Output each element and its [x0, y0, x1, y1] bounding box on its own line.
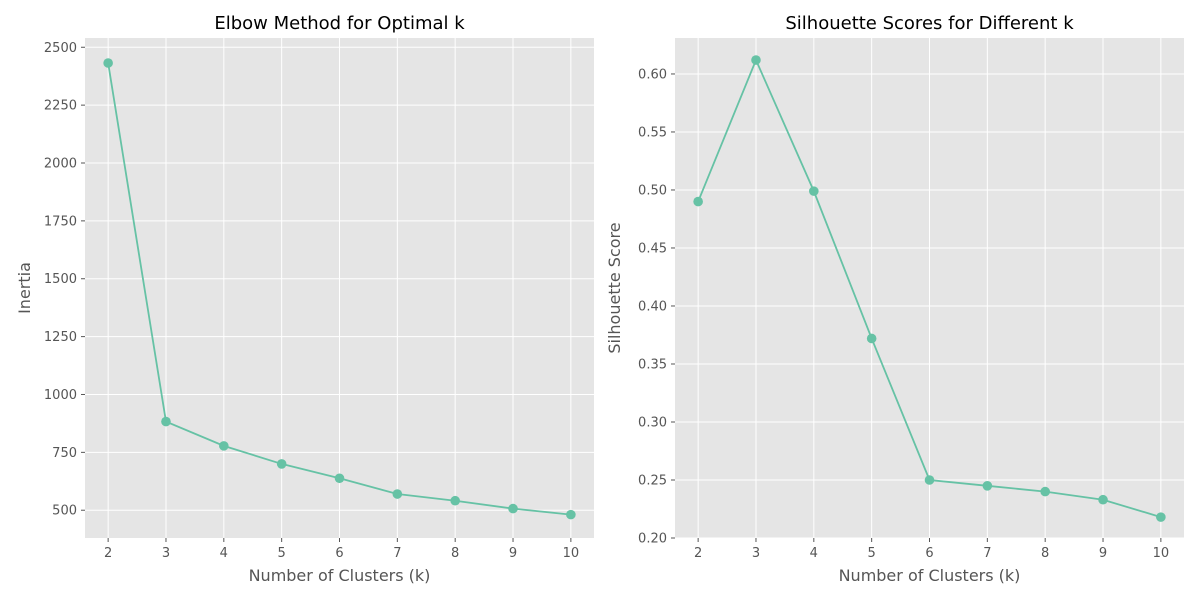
elbow-y-tick-label: 500: [52, 504, 77, 519]
silhouette-y-tick-label: 0.25: [638, 473, 667, 488]
elbow-data-point: [103, 58, 113, 68]
silhouette-y-tick-label: 0.30: [638, 415, 667, 430]
elbow-x-tick-label: 3: [162, 546, 170, 561]
silhouette-series: [693, 55, 1166, 522]
silhouette-x-tick-label: 5: [868, 546, 876, 561]
silhouette-x-tick-label: 2: [694, 546, 702, 561]
elbow-x-tick-label: 4: [220, 546, 228, 561]
elbow-y-tick-label: 1500: [44, 272, 77, 287]
elbow-data-point: [392, 489, 403, 499]
elbow-y-tick-label: 2250: [44, 99, 77, 114]
silhouette-data-point: [809, 186, 819, 196]
silhouette-y-tick-label: 0.35: [638, 357, 667, 372]
silhouette-x-tick-label: 10: [1153, 546, 1170, 561]
silhouette-x-tick-label: 7: [983, 546, 991, 561]
elbow-x-axis-label: Number of Clusters (k): [249, 566, 431, 585]
elbow-data-point: [276, 459, 287, 469]
elbow-x-tick-label: 10: [563, 546, 580, 561]
elbow-x-tick-label: 6: [335, 546, 343, 561]
elbow-x-tick-label: 8: [451, 546, 459, 561]
elbow-x-tick-label: 9: [509, 546, 517, 561]
elbow-x-ticks: 2 3 4 5 6 7 8 9 10: [104, 538, 579, 561]
silhouette-y-tick-label: 0.60: [638, 67, 667, 82]
elbow-y-tick-label: 1250: [44, 330, 77, 345]
silhouette-data-point: [982, 480, 993, 491]
silhouette-x-tick-label: 6: [925, 546, 933, 561]
silhouette-chart-title: Silhouette Scores for Different k: [785, 13, 1074, 34]
elbow-x-tick-label: 2: [104, 546, 112, 561]
elbow-y-tick-label: 750: [52, 446, 77, 461]
silhouette-y-ticks: 0.20 0.25 0.30 0.35 0.40 0.45 0.50 0.55 0.60: [638, 67, 675, 547]
silhouette-data-point: [1156, 512, 1166, 522]
silhouette-x-ticks: 2 3 4 5 6 7 8 9 10: [694, 538, 1169, 561]
silhouette-data-point: [866, 333, 877, 344]
elbow-x-tick-label: 7: [393, 546, 401, 561]
silhouette-x-tick-label: 3: [752, 546, 760, 561]
elbow-data-point: [161, 416, 171, 427]
silhouette-y-tick-label: 0.50: [638, 183, 667, 198]
silhouette-y-tick-label: 0.20: [638, 532, 667, 547]
silhouette-x-tick-label: 8: [1041, 546, 1049, 561]
elbow-data-point: [566, 509, 576, 520]
silhouette-data-point: [924, 475, 935, 485]
silhouette-x-tick-label: 9: [1099, 546, 1107, 561]
elbow-data-point: [508, 503, 518, 514]
elbow-chart-title: Elbow Method for Optimal k: [214, 13, 465, 34]
elbow-y-ticks: 500 750 1000 1250 1500 1750 2000 2250 2500: [44, 41, 85, 519]
silhouette-y-tick-label: 0.40: [638, 299, 667, 314]
silhouette-y-tick-label: 0.45: [638, 241, 667, 256]
silhouette-x-tick-label: 4: [810, 546, 818, 561]
elbow-y-tick-label: 2000: [44, 157, 77, 172]
elbow-data-point: [450, 495, 460, 506]
silhouette-y-axis-label: Silhouette Score: [605, 222, 624, 353]
elbow-data-point: [334, 473, 345, 484]
elbow-y-axis-label: Inertia: [15, 262, 34, 314]
elbow-x-tick-label: 5: [278, 546, 286, 561]
elbow-series: [103, 58, 576, 520]
silhouette-data-point: [693, 196, 703, 207]
silhouette-y-tick-label: 0.55: [638, 125, 667, 140]
elbow-chart: 2 3 4 5 6 7 8 9 10 500 750 1000 1250 1500 1750 2000 225…: [15, 13, 594, 585]
silhouette-data-point: [1040, 486, 1050, 497]
silhouette-data-point: [1098, 494, 1108, 505]
elbow-y-tick-label: 1000: [44, 388, 77, 403]
elbow-y-tick-label: 1750: [44, 214, 77, 229]
silhouette-x-axis-label: Number of Clusters (k): [839, 566, 1021, 585]
silhouette-data-point: [751, 55, 761, 65]
elbow-y-tick-label: 2500: [44, 41, 77, 56]
silhouette-chart: 2 3 4 5 6 7 8 9 10 0.200.250.300.350.400.450.500…: [605, 13, 1184, 585]
silhouette-grid: [675, 38, 1184, 539]
elbow-data-point: [219, 441, 229, 451]
